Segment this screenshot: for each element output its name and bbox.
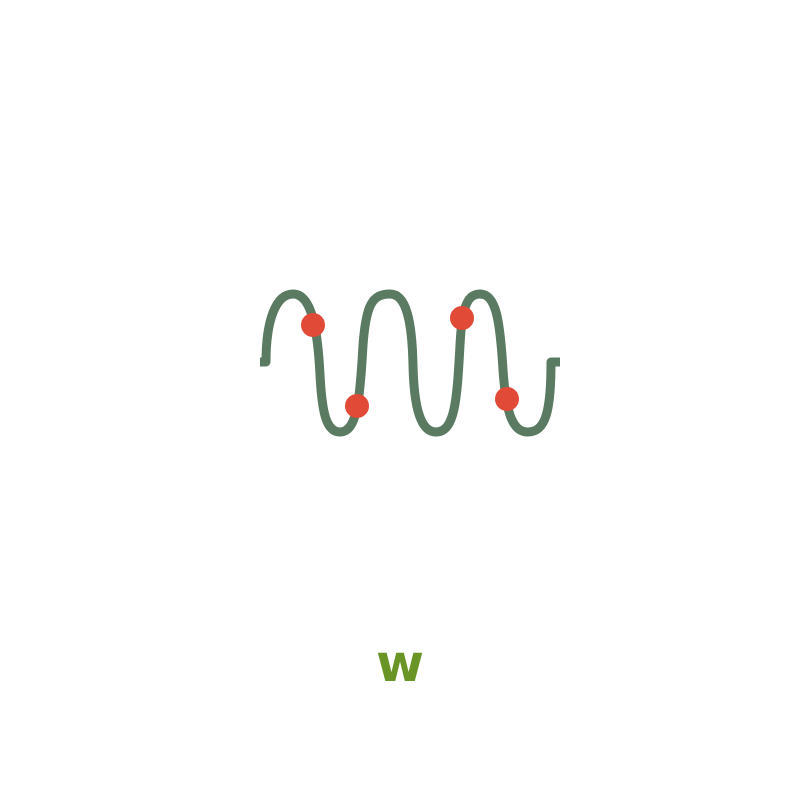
wave-line [260,289,560,437]
wave-dot-2 [345,394,369,418]
wave-dot-4 [495,387,519,411]
wave-dot-3 [450,306,474,330]
wave-dot-1 [301,313,325,337]
logo-caption: w [375,634,425,694]
